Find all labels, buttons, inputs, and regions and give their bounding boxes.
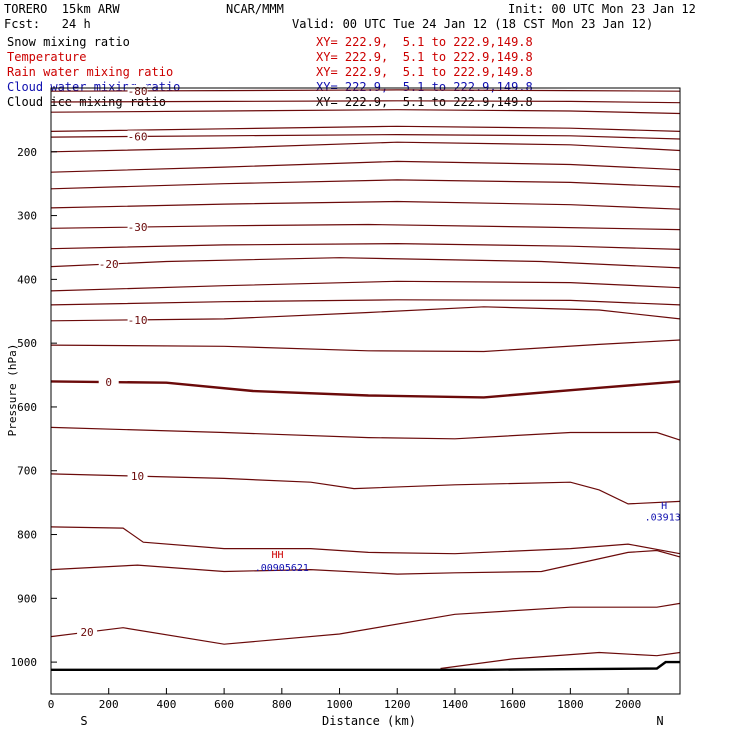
temperature-contour bbox=[50, 242, 681, 250]
x-tick-label: 400 bbox=[156, 698, 176, 711]
temperature-contour bbox=[50, 549, 681, 575]
y-tick-label: 500 bbox=[17, 337, 37, 350]
x-tick-label: 0 bbox=[48, 698, 55, 711]
legend-snow: Snow mixing ratio bbox=[7, 35, 130, 49]
x-tick-label: 2000 bbox=[615, 698, 642, 711]
temperature-contour bbox=[50, 473, 681, 505]
contour-label: 10 bbox=[131, 470, 144, 483]
temperature-contour bbox=[50, 299, 681, 306]
contour-label: -20 bbox=[99, 258, 119, 271]
legend-rain: Rain water mixing ratio bbox=[7, 65, 174, 79]
cloud-annotation: .00905621 bbox=[255, 563, 309, 574]
y-tick-label: 600 bbox=[17, 401, 37, 414]
legend-temperature: Temperature bbox=[7, 50, 87, 64]
x-tick-label: 200 bbox=[99, 698, 119, 711]
contour-label-bg bbox=[98, 376, 119, 389]
y-tick-label: 1000 bbox=[11, 656, 38, 669]
x-tick-label: 1800 bbox=[557, 698, 584, 711]
plot-frame bbox=[50, 87, 681, 695]
contour-label: 0 bbox=[105, 376, 112, 389]
y-tick-label: 700 bbox=[17, 465, 37, 478]
x-tick-label: 800 bbox=[272, 698, 292, 711]
y-tick-label: 400 bbox=[17, 273, 37, 286]
y-tick-label: 200 bbox=[17, 146, 37, 159]
model-title: TORERO 15km ARW bbox=[4, 2, 120, 16]
temperature-contour bbox=[50, 179, 681, 190]
temperature-contour bbox=[50, 426, 681, 441]
organization: NCAR/MMM bbox=[226, 2, 284, 16]
legend-temperature-section: XY= 222.9, 5.1 to 222.9,149.8 bbox=[316, 50, 533, 64]
north-endpoint-label: N bbox=[656, 714, 663, 728]
contour-label-bg bbox=[127, 130, 148, 143]
cloud-annotation: HH bbox=[271, 550, 283, 561]
temperature-contour bbox=[440, 651, 681, 670]
temperature-contour bbox=[50, 141, 681, 153]
x-tick-label: 1000 bbox=[326, 698, 353, 711]
valid-time: Valid: 00 UTC Tue 24 Jan 12 (18 CST Mon … bbox=[292, 17, 654, 31]
contour-label-bg bbox=[98, 258, 119, 271]
temperature-contour bbox=[50, 109, 681, 115]
temperature-contour bbox=[50, 223, 681, 231]
y-tick-label: 800 bbox=[17, 529, 37, 542]
contour-label-bg bbox=[127, 470, 148, 483]
init-time: Init: 00 UTC Mon 23 Jan 12 bbox=[508, 2, 696, 16]
legend-rain-section: XY= 222.9, 5.1 to 222.9,149.8 bbox=[316, 65, 533, 79]
temperature-contour bbox=[50, 200, 681, 210]
x-tick-label: 1600 bbox=[499, 698, 526, 711]
contour-layer: -80 -60 -30 -20 -10 0 10 20 bbox=[50, 84, 681, 671]
south-endpoint-label: S bbox=[80, 714, 87, 728]
annotation-layer: H.03913 HH .00905621 bbox=[255, 501, 681, 574]
ground-line bbox=[51, 660, 680, 671]
y-tick-label: 300 bbox=[17, 210, 37, 223]
cloud-annotation: H bbox=[661, 501, 667, 512]
contour-label: -10 bbox=[128, 314, 148, 327]
y-tick-label: 900 bbox=[17, 592, 37, 605]
legend-snow-section: XY= 222.9, 5.1 to 222.9,149.8 bbox=[316, 35, 533, 49]
temperature-contour bbox=[50, 280, 681, 292]
y-axis-label: Pressure (hPa) bbox=[6, 344, 19, 437]
legend-cloud-ice-section: XY= 222.9, 5.1 to 222.9,149.8 bbox=[316, 95, 533, 109]
x-tick-label: 600 bbox=[214, 698, 234, 711]
temperature-contour bbox=[50, 100, 681, 104]
contour-label: -60 bbox=[128, 130, 148, 143]
temperature-contour bbox=[50, 602, 681, 645]
x-axis-label: Distance (km) bbox=[322, 714, 416, 728]
temperature-contour bbox=[50, 133, 681, 140]
forecast-hour: Fcst: 24 h bbox=[4, 17, 91, 31]
x-tick-label: 1200 bbox=[384, 698, 411, 711]
contour-label: 20 bbox=[80, 626, 93, 639]
temperature-contour bbox=[50, 125, 681, 132]
temperature-contour bbox=[50, 380, 681, 399]
temperature-contour bbox=[50, 339, 681, 353]
temperature-contour bbox=[50, 306, 681, 322]
cloud-annotation: .03913 bbox=[645, 512, 681, 523]
contour-label-bg bbox=[127, 221, 148, 234]
temperature-contour bbox=[50, 160, 681, 173]
contour-label-bg bbox=[127, 313, 148, 326]
contour-label: -80 bbox=[128, 85, 148, 98]
temperature-contour bbox=[50, 89, 681, 92]
temperature-contour bbox=[50, 257, 681, 269]
contour-label-bg bbox=[77, 626, 98, 639]
x-tick-label: 1400 bbox=[442, 698, 469, 711]
temperature-contour bbox=[50, 526, 681, 555]
contour-label: -30 bbox=[128, 221, 148, 234]
